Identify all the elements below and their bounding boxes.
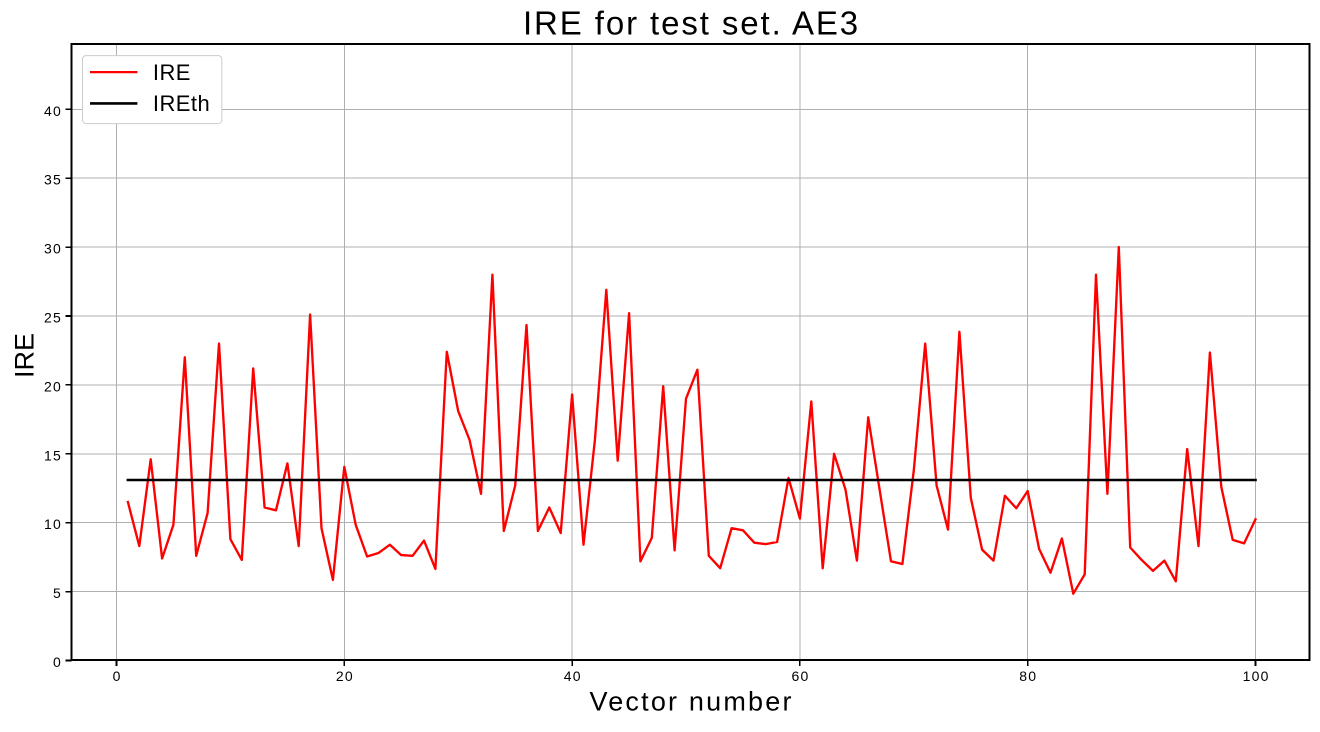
svg-text:80: 80 [1019,668,1037,684]
svg-text:Vector number: Vector number [589,687,793,717]
svg-text:20: 20 [336,668,354,684]
svg-text:0: 0 [53,654,62,670]
svg-text:35: 35 [44,172,62,188]
svg-text:15: 15 [44,447,62,463]
svg-text:IREth: IREth [153,91,210,116]
svg-text:IRE: IRE [153,60,191,85]
svg-text:5: 5 [53,585,62,601]
svg-text:0: 0 [113,668,122,684]
svg-text:10: 10 [44,516,62,532]
svg-text:30: 30 [44,241,62,257]
svg-text:IRE for test set. AE3: IRE for test set. AE3 [523,5,860,42]
svg-text:20: 20 [44,378,62,394]
svg-text:IRE: IRE [10,333,40,378]
svg-text:100: 100 [1243,668,1270,684]
svg-text:40: 40 [44,103,62,119]
svg-text:25: 25 [44,310,62,326]
svg-text:60: 60 [792,668,810,684]
svg-text:40: 40 [564,668,582,684]
